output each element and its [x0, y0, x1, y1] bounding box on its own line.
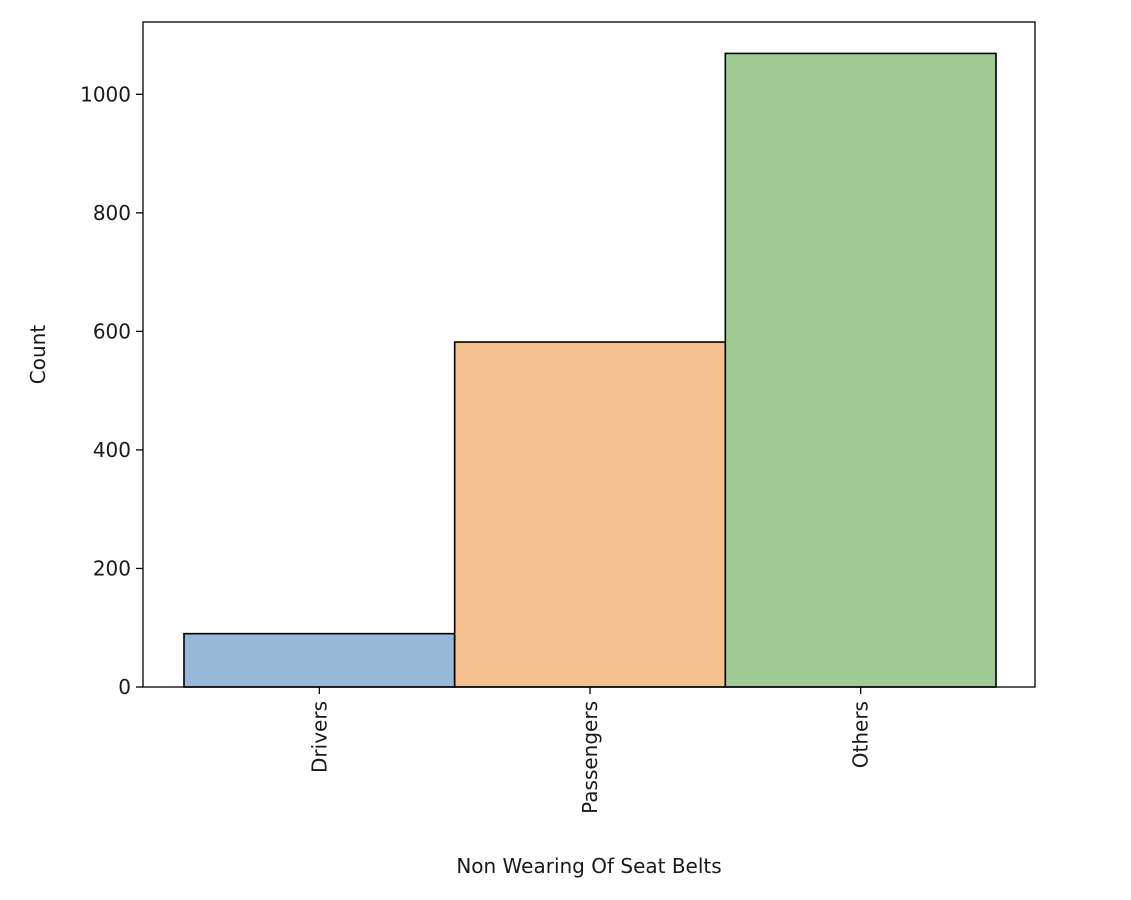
bar-others — [724, 52, 997, 688]
x-axis-label: Non Wearing Of Seat Belts — [456, 854, 721, 878]
y-tick-label: 0 — [118, 675, 131, 699]
y-tick-label: 800 — [93, 201, 131, 225]
bar-passengers — [453, 341, 727, 688]
bar-drivers — [183, 632, 456, 688]
x-tick-label: Others — [849, 701, 873, 768]
plot-frame — [142, 21, 1036, 688]
y-tick-label: 600 — [93, 319, 131, 343]
y-tick-label: 1000 — [80, 82, 131, 106]
y-tick-label: 400 — [93, 438, 131, 462]
x-tick-label: Drivers — [307, 701, 331, 773]
axes-layer: Drivers Passengers Others 0 200 400 600 800 1000 — [80, 21, 1036, 814]
x-tick-label: Passengers — [578, 701, 602, 814]
y-tick-label: 200 — [93, 556, 131, 580]
bars-layer — [183, 52, 997, 688]
y-axis-label: Count — [26, 325, 50, 385]
